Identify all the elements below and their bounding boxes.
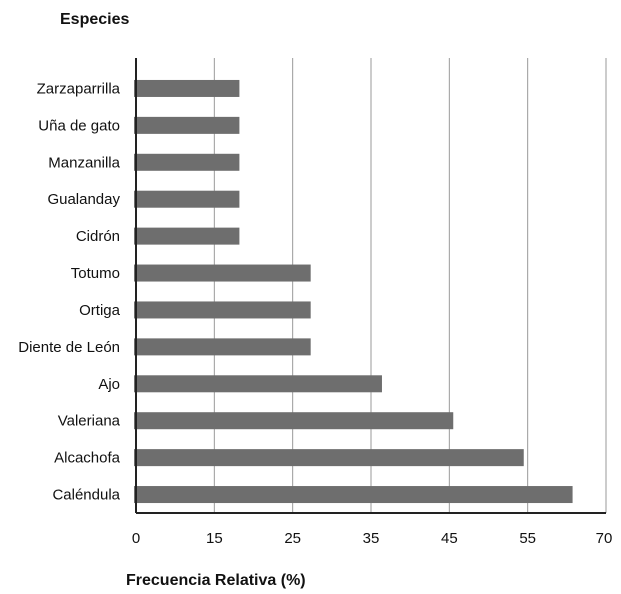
bar bbox=[134, 301, 311, 319]
x-tick-label: 35 bbox=[363, 530, 380, 547]
category-label: Diente de León bbox=[18, 339, 120, 356]
bar bbox=[134, 116, 240, 134]
bar bbox=[134, 338, 311, 356]
category-label: Gualanday bbox=[47, 191, 120, 208]
bar bbox=[134, 486, 573, 504]
y-axis-title: Especies bbox=[60, 11, 129, 28]
x-axis-title: Frecuencia Relativa (%) bbox=[126, 572, 306, 589]
bars bbox=[134, 79, 573, 504]
category-label: Uña de gato bbox=[38, 117, 120, 134]
x-tick-label: 55 bbox=[519, 530, 536, 547]
bar bbox=[134, 153, 240, 171]
category-label: Ajo bbox=[98, 376, 120, 393]
category-label: Cidrón bbox=[76, 228, 120, 245]
category-label: Alcachofa bbox=[54, 450, 121, 467]
grid-lines bbox=[213, 58, 607, 513]
x-tick-label: 0 bbox=[132, 530, 140, 547]
category-label: Valeriana bbox=[58, 413, 121, 430]
category-label: Totumo bbox=[71, 265, 120, 282]
bar bbox=[134, 190, 240, 208]
bar bbox=[134, 375, 382, 393]
bar bbox=[134, 227, 240, 245]
x-tick-labels: 0 15 25 35 45 55 70 bbox=[132, 530, 613, 547]
bar bbox=[134, 264, 311, 282]
bar bbox=[134, 449, 524, 467]
category-label: Ortiga bbox=[79, 302, 121, 319]
category-label: Caléndula bbox=[52, 487, 120, 504]
bar bbox=[134, 412, 454, 430]
x-tick-label: 15 bbox=[206, 530, 223, 547]
x-tick-label: 25 bbox=[284, 530, 301, 547]
x-tick-label: 45 bbox=[441, 530, 458, 547]
category-label: Manzanilla bbox=[48, 154, 120, 171]
category-label: Zarzaparrilla bbox=[37, 80, 121, 97]
category-labels: Zarzaparrilla Uña de gato Manzanilla Gualan… bbox=[18, 80, 120, 503]
bar bbox=[134, 79, 240, 97]
x-tick-label: 70 bbox=[596, 530, 613, 547]
